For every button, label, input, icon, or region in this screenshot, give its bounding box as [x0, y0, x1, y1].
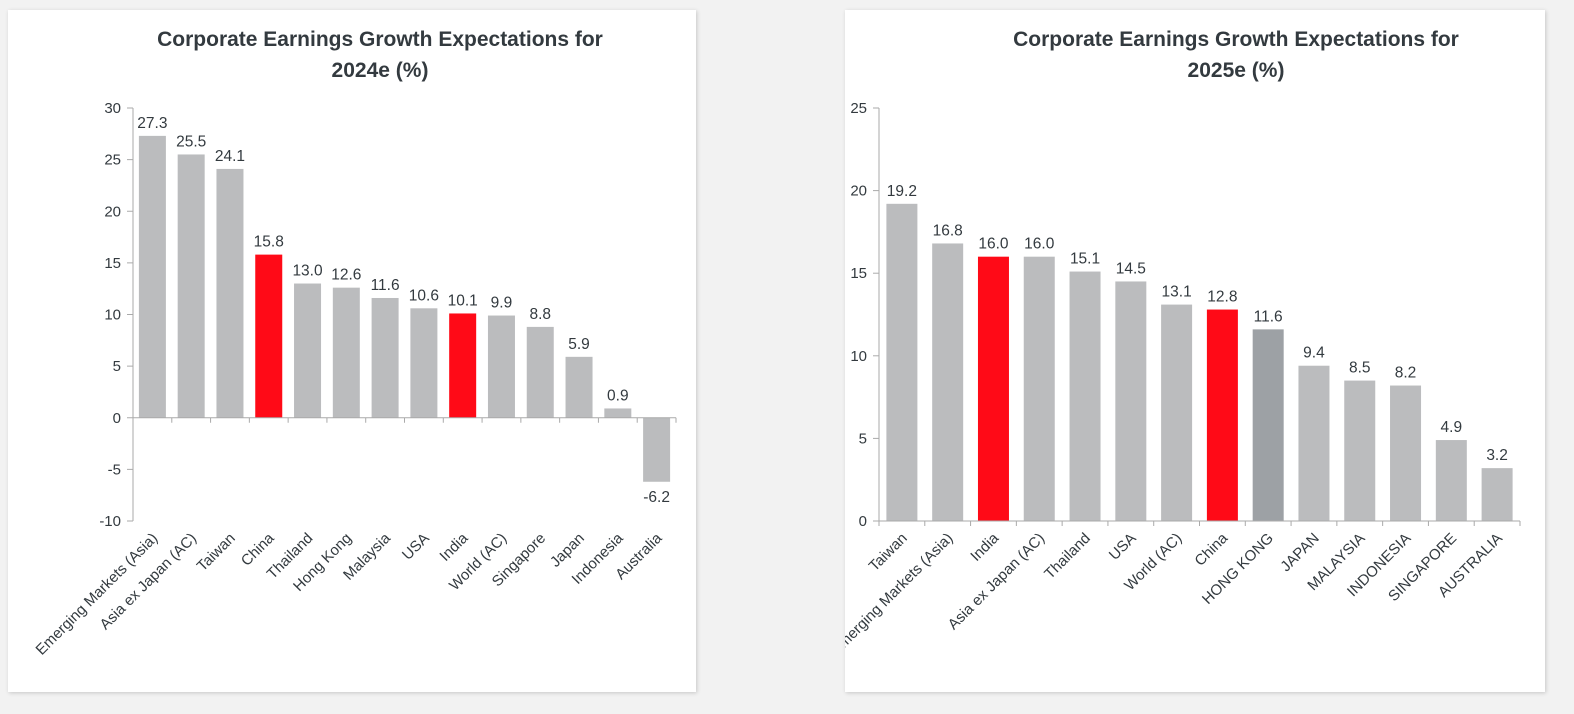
bar-2024: [449, 313, 477, 418]
data-label-2025: 16.8: [933, 222, 963, 239]
bar-2024: [255, 254, 283, 418]
bar-2024: [565, 356, 593, 418]
data-label-2025: 16.0: [1024, 236, 1055, 253]
bar-2024: [604, 408, 632, 418]
y-tick-label-2025: 5: [859, 430, 867, 447]
data-label-2024: 13.0: [292, 263, 323, 280]
bar-2025: [1069, 271, 1101, 521]
bar-2024: [526, 326, 554, 418]
chart-title-2024-line2: 2024e (%): [331, 59, 429, 82]
data-label-2025: 8.2: [1395, 365, 1417, 382]
y-tick-label-2024: 10: [104, 307, 121, 324]
bar-2024: [487, 315, 515, 418]
data-label-2024: 0.9: [607, 387, 629, 404]
y-tick-label-2025: 15: [850, 265, 867, 282]
bar-chart-2025: 25 20 15 10 5 0 19.2 16.8 16.0 16.0 15.1 14.5 13.1 12…: [845, 100, 1521, 659]
data-label-2025: 12.8: [1207, 289, 1237, 306]
y-tick-label-2025: 0: [859, 513, 867, 530]
chart-title-2024: Corporate Earnings Growth Expectations f…: [120, 24, 640, 86]
y-tick-label-2025: 25: [850, 100, 867, 117]
bar-2025: [977, 256, 1009, 521]
bar-2024: [138, 135, 166, 418]
bar-2025: [886, 203, 918, 522]
bar-2025: [1115, 281, 1147, 521]
data-label-2025: 14.5: [1116, 260, 1146, 277]
data-label-2025: 4.9: [1441, 419, 1463, 436]
data-label-2025: 15.1: [1070, 251, 1100, 268]
chart-title-2025-line1: Corporate Earnings Growth Expectations f…: [1013, 28, 1459, 51]
category-label-2025: Taiwan: [866, 530, 911, 575]
bar-2025: [1252, 329, 1284, 521]
chart-title-2025: Corporate Earnings Growth Expectations f…: [976, 24, 1496, 86]
bar-2025: [1390, 385, 1422, 521]
y-tick-label-2024: 0: [113, 410, 121, 427]
chart-title-2025-line2: 2025e (%): [1187, 59, 1285, 82]
category-label-2024: USA: [399, 530, 433, 564]
y-tick-label-2024: 30: [104, 100, 121, 117]
bar-2025: [932, 243, 964, 522]
chart-title-2024-line1: Corporate Earnings Growth Expectations f…: [157, 28, 603, 51]
data-label-2024: 10.1: [448, 292, 478, 309]
bar-2024: [410, 308, 438, 418]
data-label-2024: 8.8: [529, 306, 551, 323]
data-label-2025: 16.0: [978, 236, 1009, 253]
bar-2025: [1298, 365, 1330, 521]
data-label-2024: 12.6: [331, 267, 361, 284]
category-label-2025: India: [967, 529, 1002, 564]
bar-2025: [1161, 304, 1193, 521]
y-tick-label-2024: 20: [104, 203, 121, 220]
category-label-2024: Taiwan: [194, 530, 239, 575]
chart-panel-2025: Corporate Earnings Growth Expectations f…: [845, 10, 1545, 692]
data-label-2024: 15.8: [254, 234, 284, 251]
bar-2024: [294, 283, 322, 418]
category-label-2025: USA: [1106, 530, 1140, 564]
category-label-2024: India: [436, 529, 471, 564]
bar-2025: [1023, 256, 1055, 521]
bar-2025: [1481, 468, 1513, 521]
data-label-2024: 5.9: [568, 336, 590, 353]
data-label-2025: 13.1: [1162, 284, 1192, 301]
data-label-2024: 11.6: [371, 277, 400, 294]
data-label-2025: 8.5: [1349, 360, 1371, 377]
bar-2024: [332, 287, 360, 418]
bar-2024: [216, 168, 244, 418]
bar-2025: [1344, 380, 1376, 521]
y-tick-label-2024: 5: [113, 358, 121, 375]
category-label-2025: China: [1191, 529, 1231, 569]
data-label-2025: 3.2: [1486, 447, 1508, 464]
bar-2024: [643, 417, 671, 482]
data-label-2025: 9.4: [1303, 345, 1325, 362]
y-tick-label-2024: -5: [108, 461, 121, 478]
bar-2025: [1206, 309, 1238, 521]
y-tick-label-2024: 25: [104, 152, 121, 169]
chart-panel-2024: Corporate Earnings Growth Expectations f…: [8, 10, 696, 692]
bar-2024: [177, 154, 205, 418]
category-label-2025: Thailand: [1041, 530, 1094, 583]
data-label-2025: 19.2: [887, 183, 917, 200]
bar-2025: [1435, 440, 1467, 521]
data-label-2024: 27.3: [137, 115, 167, 132]
data-label-2024: 24.1: [215, 148, 245, 165]
bar-chart-2024: 30 25 20 15 10 5 0 -5 -10 27.3 25.5 24.1 15.8 13.0 12.…: [32, 100, 677, 659]
data-label-2025: 11.6: [1254, 308, 1283, 325]
data-label-2024: 25.5: [176, 133, 206, 150]
category-label-2025: JAPAN: [1277, 530, 1322, 575]
data-label-2024: 9.9: [491, 295, 513, 312]
y-tick-label-2024: 15: [104, 255, 121, 272]
data-label-2024: 10.6: [409, 287, 439, 304]
y-tick-label-2024: -10: [99, 513, 121, 530]
bar-2024: [371, 297, 399, 418]
y-tick-label-2025: 20: [850, 183, 867, 200]
data-label-2024: -6.2: [643, 489, 670, 506]
y-tick-label-2025: 10: [850, 348, 867, 365]
